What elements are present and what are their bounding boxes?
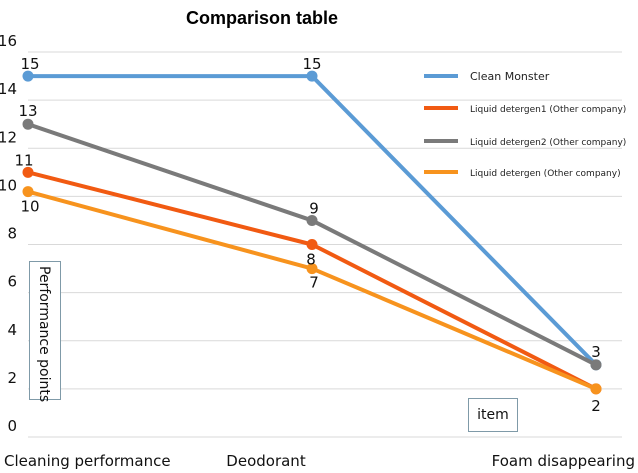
data-point: [22, 166, 34, 178]
y-tick-label: 0: [7, 417, 17, 435]
y-tick-label: 14: [0, 80, 17, 98]
data-label: 9: [309, 199, 319, 217]
data-labels: 15 15 11 8 13 9 3 10 7 2: [14, 55, 600, 415]
data-label: 3: [591, 343, 601, 361]
x-axis-ticks: Cleaning performance Deodorant Foam disapp…: [4, 452, 635, 470]
y-tick-label: 6: [7, 273, 17, 291]
legend-label: Clean Monster: [470, 70, 550, 83]
y-axis-title-box: Performance points: [29, 261, 61, 403]
data-point: [306, 214, 318, 226]
series-lines: [22, 70, 602, 395]
y-axis-title: Performance points: [36, 266, 52, 403]
legend-label: Liquid detergen1 (Other company): [470, 105, 626, 115]
y-tick-label: 8: [7, 225, 17, 243]
y-tick-label: 4: [7, 321, 17, 339]
data-point: [22, 70, 34, 82]
legend-label: Liquid detergen (Other company): [470, 169, 621, 179]
x-axis-title-box: item: [468, 398, 518, 432]
legend: Clean Monster Liquid detergen1 (Other com…: [424, 70, 626, 179]
data-point: [22, 118, 34, 130]
data-label: 7: [309, 274, 319, 292]
y-tick-label: 16: [0, 32, 17, 50]
x-tick-label: Foam disappearing: [492, 452, 635, 470]
data-label: 13: [18, 102, 37, 120]
data-label: 15: [20, 55, 39, 73]
chart-title: Comparison table: [186, 8, 338, 28]
data-label: 2: [591, 397, 601, 415]
x-axis-title: item: [477, 407, 509, 423]
x-tick-label: Deodorant: [226, 452, 306, 470]
x-tick-label: Cleaning performance: [4, 452, 171, 470]
y-axis-ticks: 0 2 4 6 8 10 12 14 16: [0, 32, 17, 435]
data-label: 8: [306, 251, 316, 269]
data-label: 15: [302, 55, 321, 73]
data-point: [22, 186, 34, 198]
data-label: 10: [20, 198, 39, 216]
data-point: [306, 263, 318, 275]
data-point: [590, 383, 602, 395]
data-point: [306, 70, 318, 82]
y-tick-label: 10: [0, 176, 17, 194]
data-label: 11: [14, 151, 33, 169]
y-tick-label: 12: [0, 128, 17, 146]
legend-label: Liquid detergen2 (Other company): [470, 138, 626, 148]
data-point: [590, 359, 602, 371]
data-point: [306, 239, 318, 250]
y-tick-label: 2: [7, 369, 17, 387]
